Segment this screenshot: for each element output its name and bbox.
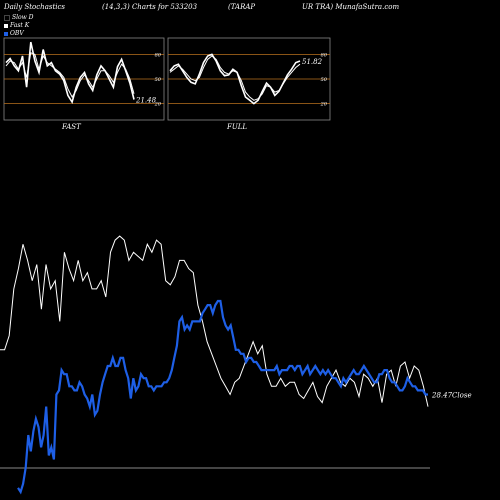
legend-label-obv: OBV — [10, 30, 24, 37]
chart-title-left: Daily Stochastics — [4, 3, 66, 11]
obv-line — [17, 299, 428, 495]
legend-item-fast-k: Fast K — [4, 22, 29, 29]
full-level-label-50: 50 — [321, 77, 328, 83]
chart-title-symbol-1: (TARAP — [228, 3, 256, 11]
chart-title-mid: (14,3,3) Charts for 533203 — [102, 3, 198, 11]
legend-swatch-slow-d — [4, 14, 10, 21]
full-level-label-20: 20 — [320, 102, 328, 108]
legend-label-slow-d: Slow D — [12, 14, 34, 21]
full-panel-title: FULL — [226, 123, 247, 131]
full-level-label-80: 80 — [321, 52, 328, 58]
full-series-line-0 — [169, 53, 301, 105]
legend-swatch-fast-k — [4, 23, 8, 28]
legend-swatch-obv — [4, 31, 8, 36]
fast-level-label-20: 20 — [154, 102, 162, 108]
legend-item-obv: OBV — [4, 30, 24, 37]
legend-label-fast-k: Fast K — [10, 22, 30, 29]
fast-series-line-0 — [5, 41, 135, 104]
chart-title-symbol-2: UR TRA) MunafaSutra.com — [302, 3, 400, 11]
full-series-line-1 — [169, 55, 301, 101]
fast-level-label-80: 80 — [155, 52, 162, 58]
fast-panel-title: FAST — [61, 123, 82, 131]
close-price-line — [0, 235, 429, 407]
close-last-value-label: 28.47Close — [431, 391, 472, 399]
fast-level-label-50: 50 — [155, 77, 162, 83]
legend-item-slow-d: Slow D — [4, 14, 34, 21]
full-last-value-label: 51.82 — [302, 58, 323, 66]
fast-last-value-label: 21.48 — [135, 97, 157, 105]
fast-series-line-1 — [5, 52, 135, 99]
